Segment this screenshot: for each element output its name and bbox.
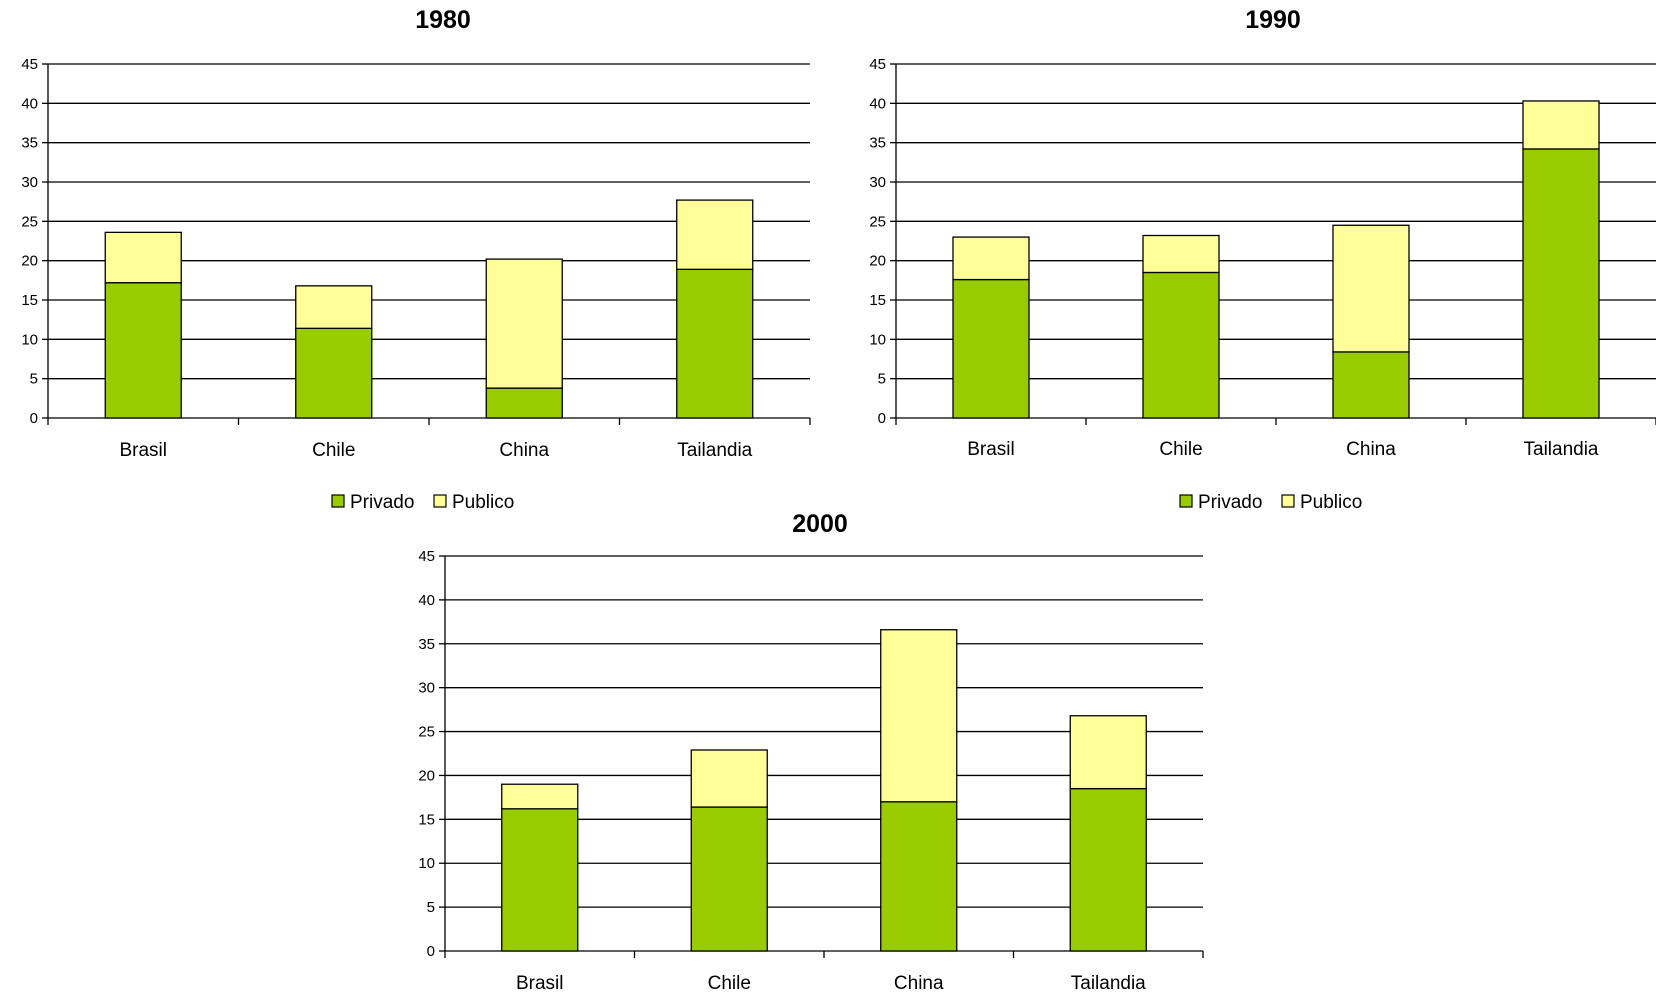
y-tick-label: 25 xyxy=(21,213,38,230)
legend-swatch-publico xyxy=(433,494,447,508)
legend-label-privado: Privado xyxy=(1198,492,1262,513)
bar-privado-chile xyxy=(690,806,768,952)
bar-publico-china xyxy=(880,629,958,803)
y-tick-label: 10 xyxy=(869,331,886,348)
legend-swatch-privado xyxy=(331,494,345,508)
y-tick-label: 10 xyxy=(418,855,435,872)
bar-privado-tailandia xyxy=(1522,148,1600,419)
bar-publico-chile xyxy=(1142,234,1220,274)
chart-2000: 2000 0 5 10 15 20 25 30 35 40 45 Brasil Chile China Ta… xyxy=(418,510,1204,994)
y-tick-label: 35 xyxy=(418,636,435,653)
y-tick-label: 20 xyxy=(418,767,435,784)
bar-privado-brasil xyxy=(104,282,182,419)
category-label: Brasil xyxy=(967,439,1015,460)
category-label: Chile xyxy=(708,973,751,994)
y-tick-label: 20 xyxy=(21,253,38,270)
category-label: Tailandia xyxy=(1524,439,1599,460)
bar-publico-china xyxy=(1332,224,1410,353)
category-label: China xyxy=(1346,439,1396,460)
chart-title: 1990 xyxy=(1245,6,1301,34)
category-label: Brasil xyxy=(516,973,564,994)
y-tick-label: 5 xyxy=(30,371,38,388)
legend: Privado Publico xyxy=(1179,492,1362,513)
bar-publico-chile xyxy=(295,285,373,329)
bar-privado-chile xyxy=(1142,271,1220,419)
y-tick-label: 35 xyxy=(21,135,38,152)
chart-title: 2000 xyxy=(792,510,848,538)
y-tick-label: 15 xyxy=(21,292,38,309)
category-label: China xyxy=(499,440,549,461)
y-tick-label: 40 xyxy=(418,592,435,609)
y-tick-label: 35 xyxy=(869,135,886,152)
bar-publico-brasil xyxy=(104,231,182,284)
category-label: Chile xyxy=(1159,439,1202,460)
legend-label-publico: Publico xyxy=(1300,492,1362,513)
y-tick-label: 45 xyxy=(21,56,38,73)
bar-privado-china xyxy=(1332,351,1410,419)
y-tick-label: 0 xyxy=(30,410,38,427)
bar-privado-china xyxy=(880,801,958,952)
y-tick-label: 25 xyxy=(869,213,886,230)
bar-publico-tailandia xyxy=(1522,100,1600,150)
legend: Privado Publico xyxy=(331,492,514,513)
y-tick-label: 0 xyxy=(427,943,435,960)
bar-publico-china xyxy=(485,258,563,389)
y-tick-label: 45 xyxy=(418,548,435,565)
legend-swatch-publico xyxy=(1281,494,1295,508)
bar-publico-brasil xyxy=(952,236,1030,281)
y-tick-label: 40 xyxy=(869,95,886,112)
y-tick-label: 30 xyxy=(418,680,435,697)
y-tick-label: 15 xyxy=(869,292,886,309)
bar-privado-tailandia xyxy=(676,268,754,419)
y-tick-label: 40 xyxy=(21,95,38,112)
bar-publico-tailandia xyxy=(676,199,754,270)
y-tick-label: 45 xyxy=(869,56,886,73)
y-tick-label: 30 xyxy=(21,174,38,191)
y-tick-label: 0 xyxy=(878,410,886,427)
bar-privado-tailandia xyxy=(1069,787,1147,952)
category-label: Tailandia xyxy=(1071,973,1146,994)
bar-privado-brasil xyxy=(501,808,579,952)
y-tick-label: 10 xyxy=(21,331,38,348)
bar-publico-brasil xyxy=(501,783,579,810)
category-label: Tailandia xyxy=(677,440,752,461)
category-label: Brasil xyxy=(119,440,167,461)
bar-publico-chile xyxy=(690,749,768,808)
legend-label-privado: Privado xyxy=(350,492,414,513)
bar-privado-brasil xyxy=(952,278,1030,419)
bar-privado-china xyxy=(485,387,563,419)
bar-privado-chile xyxy=(295,327,373,419)
category-label: China xyxy=(894,973,944,994)
chart-1980: 1980 0 5 10 15 20 25 30 35 40 45 Brasil Chile China Ta… xyxy=(21,6,811,513)
y-tick-label: 30 xyxy=(869,174,886,191)
y-tick-label: 15 xyxy=(418,811,435,828)
category-label: Chile xyxy=(312,440,355,461)
y-tick-label: 5 xyxy=(427,899,435,916)
y-tick-label: 5 xyxy=(878,371,886,388)
legend-swatch-privado xyxy=(1179,494,1193,508)
chart-title: 1980 xyxy=(415,6,471,34)
y-tick-label: 25 xyxy=(418,724,435,741)
legend-label-publico: Publico xyxy=(452,492,514,513)
chart-1990: 1990 0 5 10 15 20 25 30 35 40 45 Brasil Chile China Ta… xyxy=(869,6,1656,513)
bar-publico-tailandia xyxy=(1069,715,1147,790)
y-tick-label: 20 xyxy=(869,253,886,270)
